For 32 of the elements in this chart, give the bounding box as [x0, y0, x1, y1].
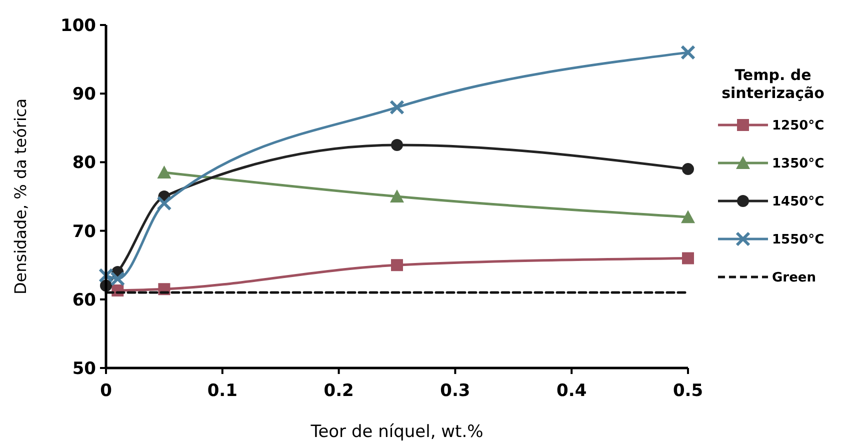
y-tick-label: 70: [72, 222, 96, 242]
y-tick-label: 100: [60, 16, 96, 36]
legend-label: 1350°C: [772, 156, 824, 172]
point: [682, 252, 694, 264]
y-tick-label: 80: [72, 153, 96, 174]
point: [391, 139, 403, 152]
y-tick-label: 60: [72, 290, 96, 310]
point: [157, 165, 172, 178]
x-tick-label: 0.4: [556, 381, 587, 401]
point: [390, 100, 404, 115]
x-tick-label: 0: [100, 381, 112, 401]
point: [98, 268, 114, 283]
point: [391, 259, 403, 272]
point: [682, 163, 694, 176]
y-tick-label: 90: [72, 84, 96, 105]
point: [681, 210, 695, 224]
x-tick-label: 0.3: [440, 381, 470, 401]
x-tick-label: 0.1: [207, 381, 238, 401]
point: [390, 190, 404, 202]
y-tick-label: 50: [72, 358, 96, 379]
legend-title: Temp. de sinterização: [722, 66, 824, 102]
point: [156, 196, 172, 211]
legend-label: 1450°C: [772, 194, 824, 210]
x-axis-title: Teor de níquel, wt.%: [310, 422, 484, 442]
x-tick-label: 0.2: [324, 381, 354, 401]
point: [680, 44, 696, 60]
point: [110, 271, 126, 286]
legend-label: 1250°C: [772, 118, 824, 134]
y-axis-title: Densidade, % da teórica: [11, 98, 30, 295]
legend-label: 1550°C: [772, 232, 824, 248]
legend-label: Green: [772, 270, 816, 286]
x-tick-label: 0.5: [672, 381, 704, 401]
